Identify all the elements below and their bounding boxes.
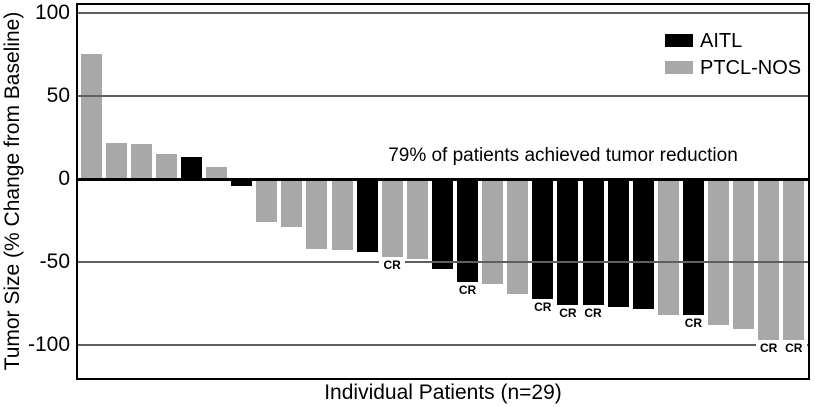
y-tick-label-100: 100 (34, 0, 70, 24)
cr-label-patient-21: CR (580, 306, 606, 321)
bar-patient-11-ptcl-nos (331, 179, 353, 251)
legend-swatch-icon (665, 34, 693, 47)
legend-row-ptcl-nos: PTCL-NOS (665, 54, 801, 81)
cr-label-patient-13: CR (379, 258, 406, 273)
gridline-50 (78, 95, 808, 97)
zero-baseline (78, 177, 808, 181)
cr-label-patient-25: CR (680, 316, 707, 331)
bar-patient-10-ptcl-nos (306, 179, 328, 249)
plot-area: 79% of patients achieved tumor reduction… (76, 3, 810, 380)
cr-label-patient-28: CR (755, 341, 782, 356)
legend-swatch-icon (665, 61, 693, 74)
y-tick-label--50: -50 (39, 250, 70, 274)
legend: AITL PTCL-NOS (665, 27, 801, 81)
cr-label-patient-16: CR (454, 283, 481, 297)
bar-patient-29-ptcl-nos (783, 179, 805, 341)
bar-patient-3-ptcl-nos (130, 144, 152, 180)
bar-patient-9-ptcl-nos (281, 179, 303, 228)
bar-patient-19-aitl (532, 179, 554, 299)
bar-patient-4-ptcl-nos (155, 154, 177, 180)
cr-label-patient-20: CR (554, 306, 581, 321)
bar-patient-12-aitl (356, 179, 378, 253)
y-axis-title: Tumor Size (% Change from Baseline) (1, 11, 24, 371)
bar-patient-21-aitl (582, 179, 604, 306)
bar-patient-6-ptcl-nos (206, 167, 227, 180)
gridline--100 (78, 344, 808, 347)
bar-patient-14-ptcl-nos (406, 179, 428, 259)
bar-patient-20-aitl (557, 179, 579, 306)
cr-label-patient-29: CR (780, 341, 807, 356)
legend-row-aitl: AITL (665, 27, 801, 54)
gridline-100 (78, 11, 808, 14)
bar-patient-8-ptcl-nos (256, 179, 278, 223)
bar-patient-5-aitl (180, 157, 202, 180)
legend-label: AITL (700, 29, 743, 52)
legend-label: PTCL-NOS (700, 56, 802, 79)
bar-patient-15-aitl (431, 179, 453, 269)
bar-patient-2-ptcl-nos (105, 142, 127, 180)
cr-label-patient-19: CR (529, 299, 556, 314)
bar-patient-27-ptcl-nos (733, 179, 755, 329)
bar-patient-16-aitl (457, 179, 478, 282)
bar-patient-28-ptcl-nos (758, 179, 780, 341)
bar-patient-25-aitl (682, 179, 704, 316)
bar-patient-22-aitl (607, 179, 629, 307)
bar-patient-26-ptcl-nos (708, 179, 729, 326)
bar-patient-23-aitl (632, 179, 654, 309)
bar-patient-24-ptcl-nos (657, 179, 679, 316)
bar-patient-18-ptcl-nos (507, 179, 529, 294)
bar-patient-1-ptcl-nos (80, 54, 102, 180)
y-tick-label--100: -100 (27, 333, 70, 357)
bar-patient-7-aitl (231, 179, 253, 186)
y-tick-label-50: 50 (46, 84, 70, 107)
bar-patient-13-ptcl-nos (381, 179, 403, 258)
y-tick-label-0: 0 (58, 167, 70, 191)
x-axis-title: Individual Patients (n=29) (324, 381, 562, 404)
bar-patient-17-ptcl-nos (482, 179, 504, 284)
gridline--50 (78, 261, 808, 264)
annotation-text: 79% of patients achieved tumor reduction (388, 145, 738, 166)
